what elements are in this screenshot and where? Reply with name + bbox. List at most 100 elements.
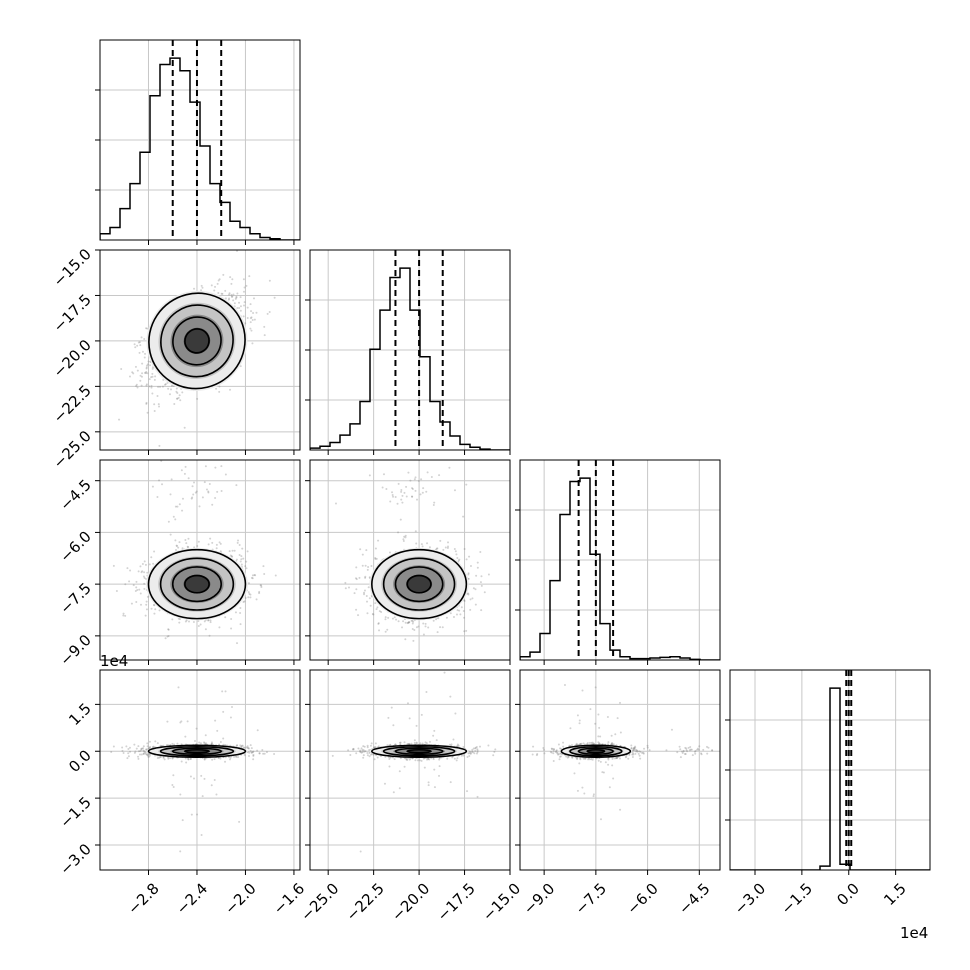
sample-point (172, 515, 175, 518)
sample-point (200, 284, 203, 287)
sample-point (347, 586, 350, 589)
sample-point (218, 626, 221, 629)
y-tick-label: −6.0 (56, 528, 94, 566)
sample-point (110, 750, 113, 753)
sample-point (374, 547, 377, 550)
sample-point (233, 302, 236, 305)
sample-point (171, 618, 174, 621)
sample-point (153, 378, 156, 381)
sample-point (236, 306, 239, 309)
sample-point (151, 375, 154, 378)
sample-point (151, 392, 154, 395)
sample-point (369, 604, 372, 607)
sample-point (391, 494, 394, 497)
sample-point (196, 544, 199, 547)
sample-point (428, 546, 431, 549)
sample-point (128, 375, 131, 378)
sample-point (357, 614, 360, 617)
sample-point (201, 795, 204, 798)
sample-point (374, 602, 377, 605)
sample-point (243, 286, 246, 289)
sample-point (252, 312, 255, 315)
sample-point (177, 617, 180, 620)
sample-point (375, 608, 378, 611)
sample-point (247, 596, 250, 599)
sample-point (140, 375, 143, 378)
sample-point (149, 753, 152, 756)
contour-line (406, 574, 432, 594)
sample-point (407, 471, 410, 474)
sample-point (146, 372, 149, 375)
sample-point (142, 752, 145, 755)
sample-point (368, 474, 371, 477)
sample-point (168, 393, 171, 396)
panel-frame (99, 249, 301, 451)
sample-point (134, 589, 137, 592)
sample-point (145, 366, 148, 369)
sample-point (480, 609, 483, 612)
sample-point (455, 553, 458, 556)
sample-point (354, 577, 357, 580)
contour-line (160, 304, 234, 378)
sample-point (467, 592, 470, 595)
sample-point (176, 397, 179, 400)
sample-point (425, 490, 428, 493)
sample-point (422, 487, 425, 490)
sample-point (205, 488, 208, 491)
sample-point (129, 750, 132, 753)
sample-point (368, 597, 371, 600)
sample-point (193, 287, 196, 290)
sample-point (183, 426, 186, 429)
sample-point (413, 478, 416, 481)
sample-point (361, 564, 364, 567)
sample-point (177, 546, 180, 549)
sample-point (146, 363, 149, 366)
sample-point (167, 628, 170, 631)
sample-point (118, 418, 121, 421)
sample-point (377, 622, 380, 625)
sample-point (247, 591, 250, 594)
contour-line (171, 566, 223, 603)
histogram-panel-2 (515, 459, 721, 665)
sample-point (167, 520, 170, 523)
sample-point (144, 751, 147, 754)
sample-point (235, 295, 238, 298)
sample-point (401, 626, 404, 629)
sample-point (239, 309, 242, 312)
sample-point (427, 626, 430, 629)
sample-point (245, 284, 248, 287)
sample-point (251, 319, 254, 322)
sample-point (224, 743, 227, 746)
sample-point (201, 496, 204, 499)
sample-point (334, 502, 337, 505)
sample-point (404, 536, 407, 539)
sample-point (179, 618, 182, 621)
sample-point (273, 296, 276, 299)
sample-point (411, 495, 414, 498)
sample-point (375, 557, 378, 560)
sample-point (235, 558, 238, 561)
sample-point (463, 616, 466, 619)
sample-point (378, 629, 381, 632)
sample-point (145, 370, 148, 373)
sample-point (467, 593, 470, 596)
sample-point (213, 289, 216, 292)
contour-line (172, 316, 222, 366)
histogram-panel-0 (95, 39, 301, 245)
sample-point (151, 745, 154, 748)
sample-point (184, 735, 187, 738)
sample-point (344, 587, 347, 590)
sample-point (139, 603, 142, 606)
sample-point (170, 384, 173, 387)
scatter-panel-1-0: −25.0−22.5−20.0−17.5−15.0 (50, 245, 301, 472)
sample-point (463, 600, 466, 603)
sample-point (459, 613, 462, 616)
sample-point (164, 383, 167, 386)
sample-point (158, 479, 161, 482)
sample-point (171, 742, 174, 745)
sample-point (174, 539, 177, 542)
sample-point (132, 584, 135, 587)
sample-point (239, 606, 242, 609)
sample-point (378, 610, 381, 613)
